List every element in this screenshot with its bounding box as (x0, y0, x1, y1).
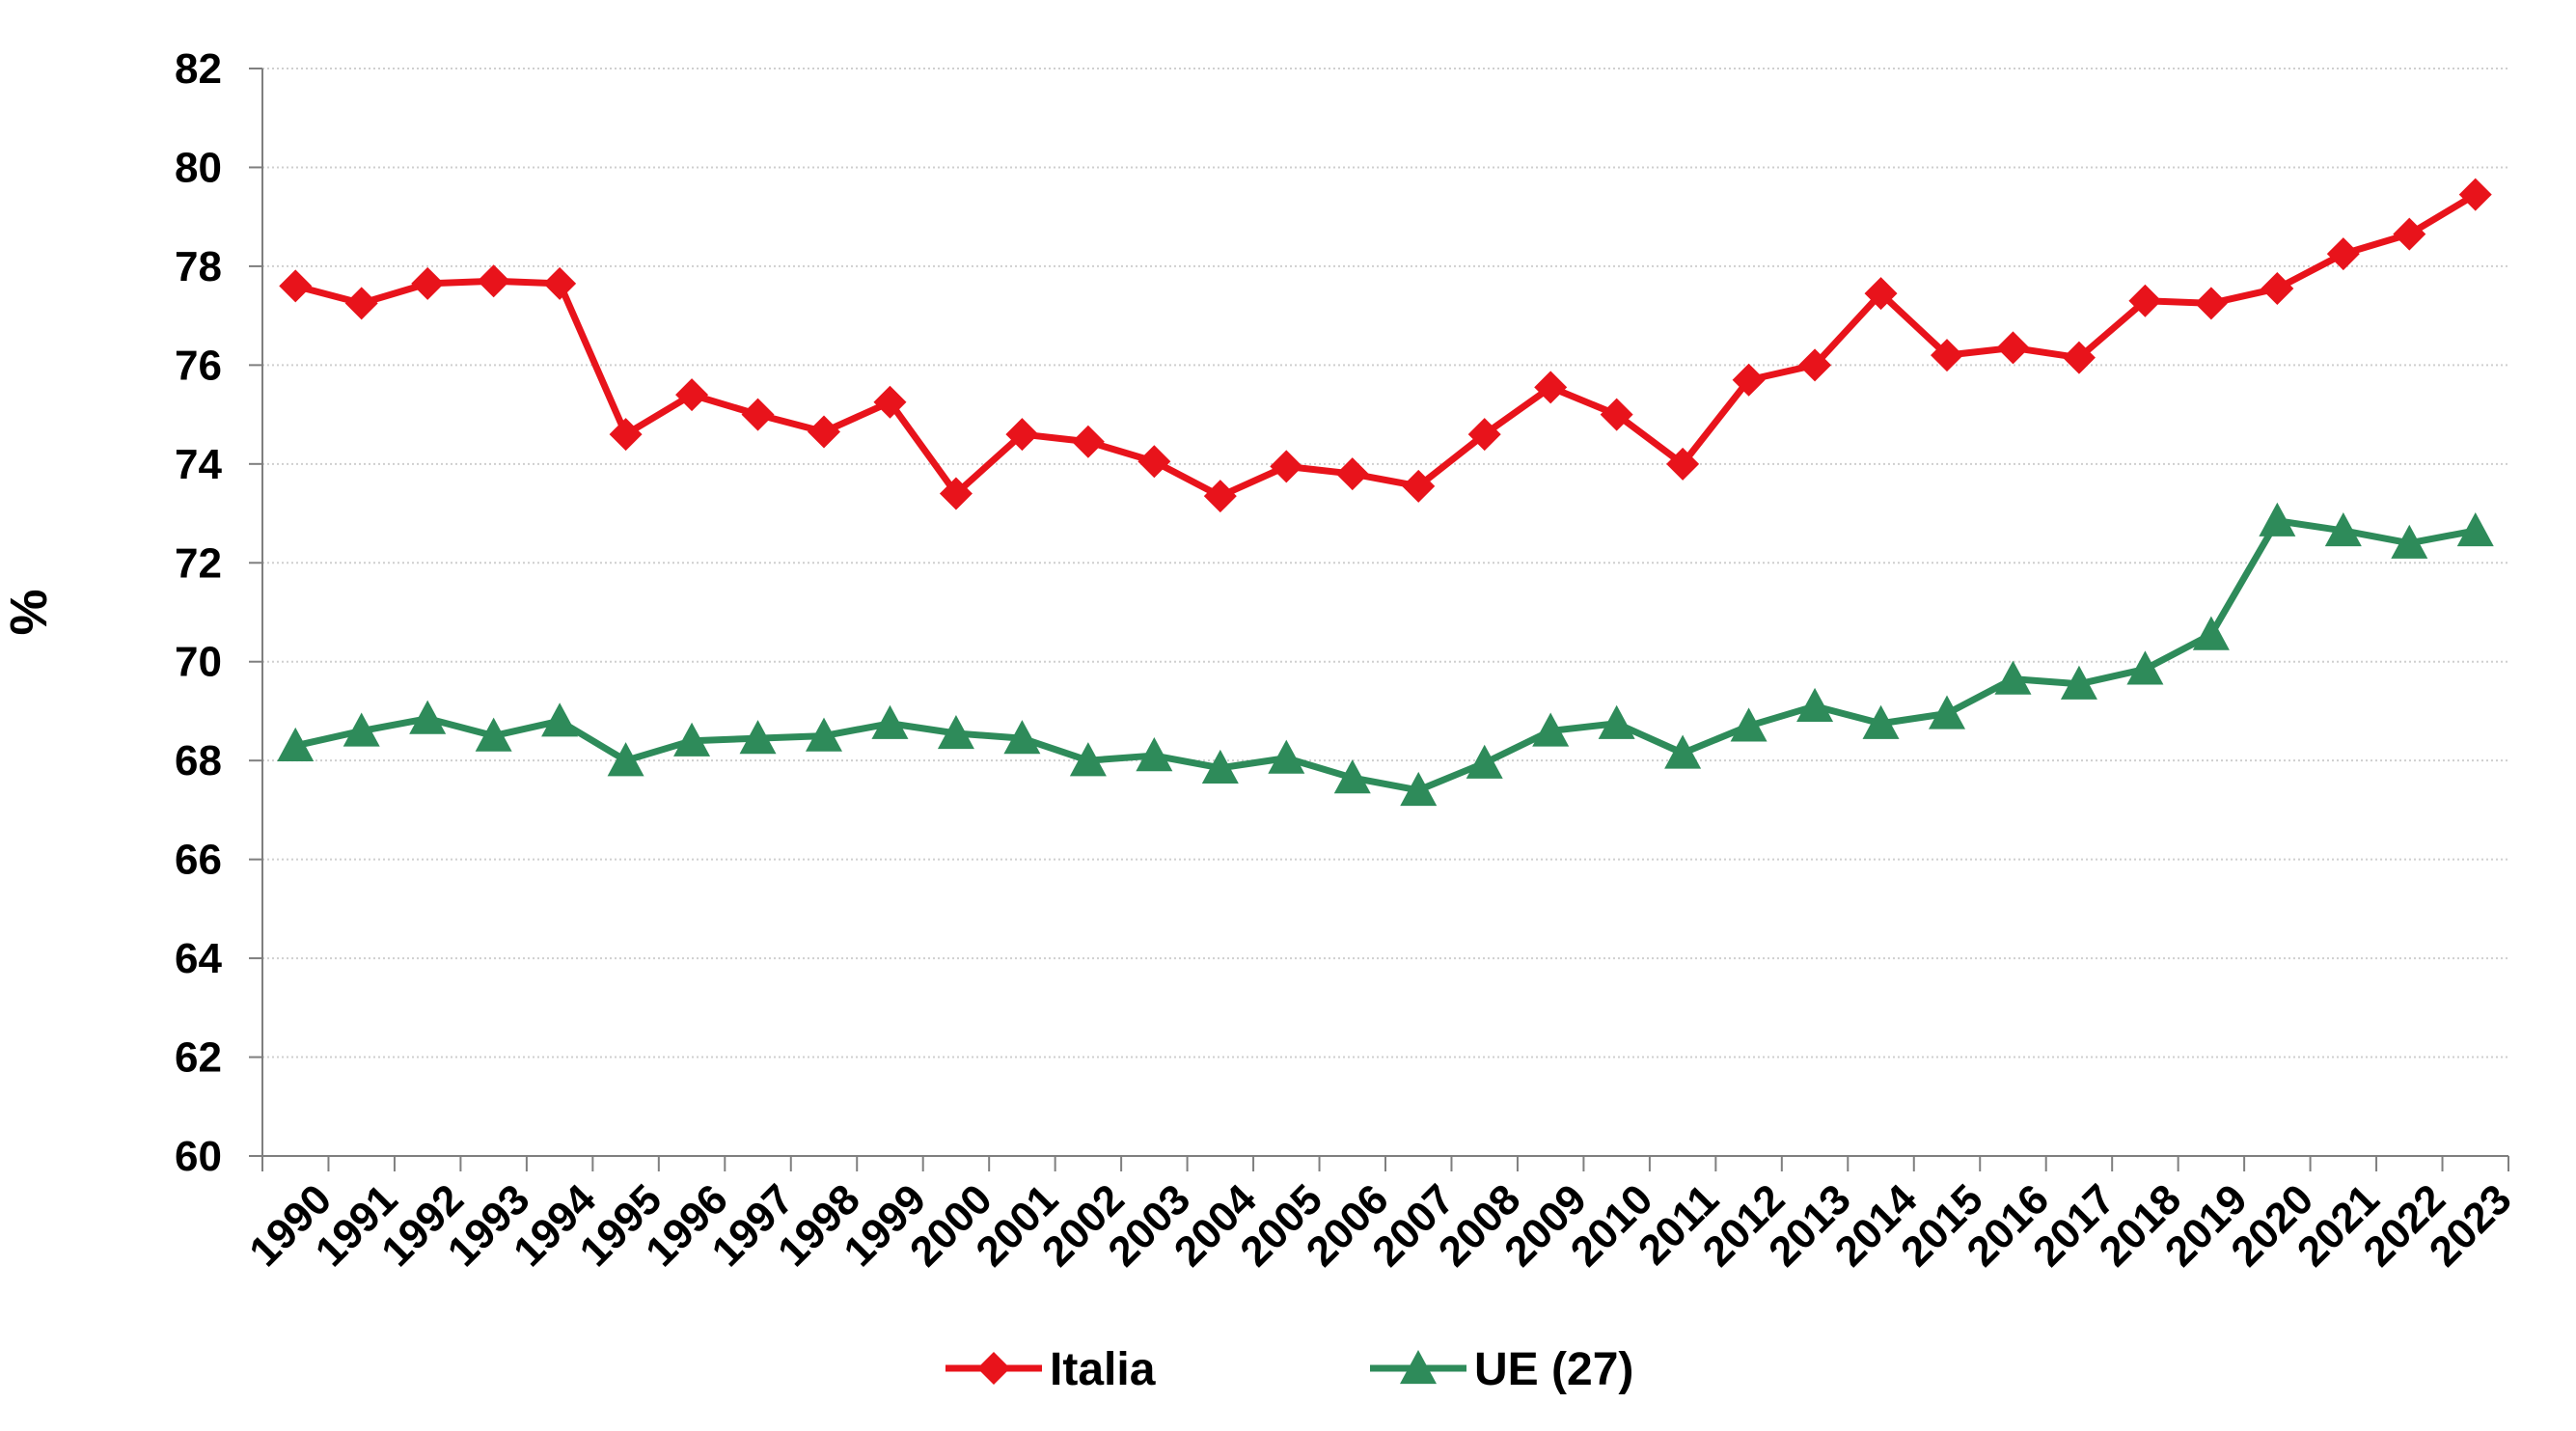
data-point (1402, 469, 1436, 503)
y-tick-labels: 60 62 64 66 68 70 72 74 76 78 80 82 (175, 45, 222, 1180)
data-point (1994, 660, 2032, 695)
data-point (411, 266, 445, 300)
series-line (294, 517, 2477, 794)
data-point (279, 269, 313, 303)
data-point (1931, 339, 1963, 372)
data-point (937, 715, 974, 750)
data-point (1864, 277, 1898, 311)
data-point (808, 415, 840, 449)
y-tick-label: 64 (175, 935, 222, 982)
data-point (344, 287, 378, 320)
data-point (475, 717, 512, 752)
legend-label: Italia (1050, 1344, 1156, 1395)
data-point (1071, 425, 1105, 458)
data-point (871, 704, 909, 739)
data-point (1335, 457, 1369, 491)
y-tick-label: 60 (175, 1133, 222, 1180)
data-point (1664, 734, 1702, 769)
y-tick-label: 78 (175, 243, 222, 290)
data-point (2194, 287, 2228, 320)
data-point (2393, 217, 2426, 251)
data-point (2062, 341, 2096, 374)
data-point (1532, 712, 1570, 747)
data-point (1201, 749, 1239, 784)
data-point (1467, 418, 1501, 452)
data-point (2128, 284, 2162, 317)
legend-label: UE (27) (1474, 1344, 1633, 1395)
data-point (1666, 447, 1700, 481)
data-point (277, 727, 315, 761)
data-point (2458, 178, 2492, 211)
data-point (1003, 720, 1041, 755)
data-point (2391, 524, 2428, 559)
legend-marker (977, 1352, 1010, 1385)
y-tick-label: 80 (175, 144, 222, 191)
series-italia (279, 178, 2492, 513)
y-tick-label: 74 (175, 441, 222, 488)
data-point (2261, 271, 2294, 305)
data-point (1600, 398, 1633, 431)
y-tick-label: 76 (175, 342, 222, 389)
y-tick-label: 70 (175, 639, 222, 686)
gridlines (262, 68, 2508, 1059)
data-point (1732, 363, 1766, 397)
data-point (2259, 502, 2296, 537)
data-point (1005, 418, 1039, 452)
data-point (675, 378, 709, 412)
y-tick-label: 82 (175, 45, 222, 93)
data-point (806, 717, 842, 752)
data-point (2060, 665, 2097, 700)
data-point (1069, 742, 1107, 777)
data-point (1730, 707, 1768, 742)
data-point (741, 398, 775, 431)
series-group (277, 178, 2494, 807)
legend-marker (1400, 1350, 1437, 1385)
y-tick-label: 72 (175, 539, 222, 587)
y-tick-label: 66 (175, 837, 222, 884)
data-point (1270, 450, 1303, 483)
series-line (294, 191, 2478, 500)
data-point (1203, 480, 1237, 513)
y-tick-label: 62 (175, 1034, 222, 1082)
data-point (477, 264, 510, 298)
data-point (541, 702, 579, 737)
data-point (1333, 759, 1371, 794)
legend-item: Italia (945, 1344, 1156, 1395)
x-tick-labels: 1990199119921993199419951996199719981999… (240, 1175, 2520, 1276)
data-point (2126, 650, 2164, 685)
data-point (939, 477, 973, 510)
data-point (609, 418, 643, 452)
axes (249, 68, 2509, 1171)
data-point (343, 712, 380, 747)
data-point (1137, 445, 1171, 479)
data-point (739, 720, 777, 755)
legend: Italia UE (27) (945, 1344, 1633, 1395)
data-point (1996, 331, 2030, 365)
data-point (1796, 687, 1834, 722)
data-point (1400, 771, 1438, 807)
y-axis-title: % (0, 589, 58, 635)
data-point (1598, 704, 1635, 739)
data-point (543, 266, 577, 300)
data-point (1268, 739, 1305, 774)
data-point (1929, 695, 1965, 729)
data-point (1534, 371, 1568, 404)
data-point (2326, 237, 2360, 271)
data-point (2324, 511, 2362, 547)
data-point (1466, 744, 1503, 779)
data-point (1798, 348, 1832, 382)
data-point (1862, 704, 1900, 739)
data-point (2456, 511, 2494, 547)
data-point (2192, 616, 2230, 650)
y-tick-label: 68 (175, 737, 222, 784)
data-point (1136, 737, 1173, 772)
legend-item: UE (27) (1370, 1344, 1633, 1395)
data-point (673, 722, 711, 757)
data-point (409, 700, 447, 734)
data-point (873, 385, 907, 419)
series-ue-27 (277, 502, 2494, 807)
data-point (607, 742, 644, 777)
